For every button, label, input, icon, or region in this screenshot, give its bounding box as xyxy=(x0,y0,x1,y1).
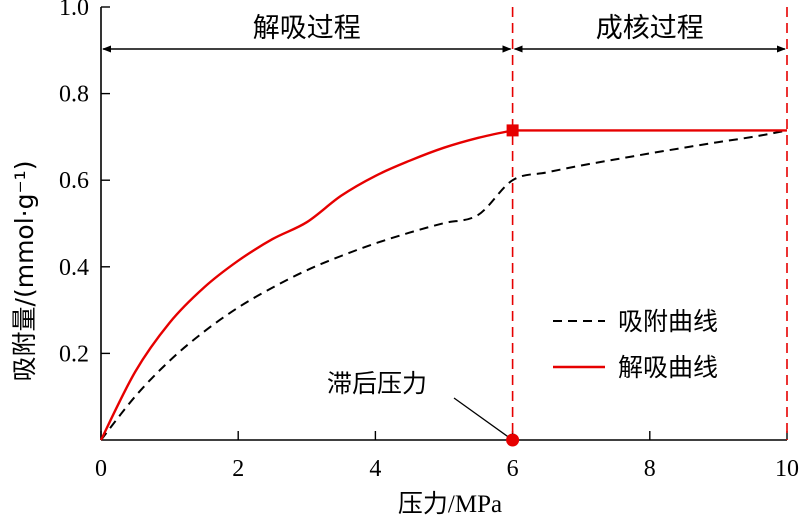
y-tick-label-4: 1.0 xyxy=(59,0,89,21)
y-axis-title: 吸附量/(mmol·g⁻¹) xyxy=(10,161,39,382)
y-tick-label-2: 0.6 xyxy=(59,168,89,194)
legend-label-0: 吸附曲线 xyxy=(618,307,718,336)
x-tick-label-4: 8 xyxy=(644,456,656,482)
x-tick-label-0: 0 xyxy=(95,456,107,482)
x-tick-label-5: 10 xyxy=(775,456,799,482)
x-tick-label-2: 4 xyxy=(369,456,381,482)
series-line-1 xyxy=(99,129,787,441)
y-tick-label-0: 0.2 xyxy=(59,341,89,367)
y-tick-label-3: 0.8 xyxy=(59,82,89,108)
x-tick-label-1: 2 xyxy=(232,456,244,482)
legend-label-1: 解吸曲线 xyxy=(618,353,718,382)
x-axis-title: 压力/MPa xyxy=(398,490,502,518)
y-axis-title-text: 吸附量/(mmol·g⁻¹) xyxy=(10,161,39,382)
annotation-leader-line xyxy=(453,397,513,441)
annotation-label: 滞后压力 xyxy=(327,369,427,398)
y-tick-label-1: 0.4 xyxy=(59,255,89,281)
marker-circle-1 xyxy=(506,433,520,447)
region-label-0: 解吸过程 xyxy=(253,13,361,44)
x-tick-label-3: 6 xyxy=(507,456,519,482)
series-line-0 xyxy=(100,129,788,441)
marker-square-0 xyxy=(506,124,519,137)
region-label-1: 成核过程 xyxy=(596,13,704,44)
